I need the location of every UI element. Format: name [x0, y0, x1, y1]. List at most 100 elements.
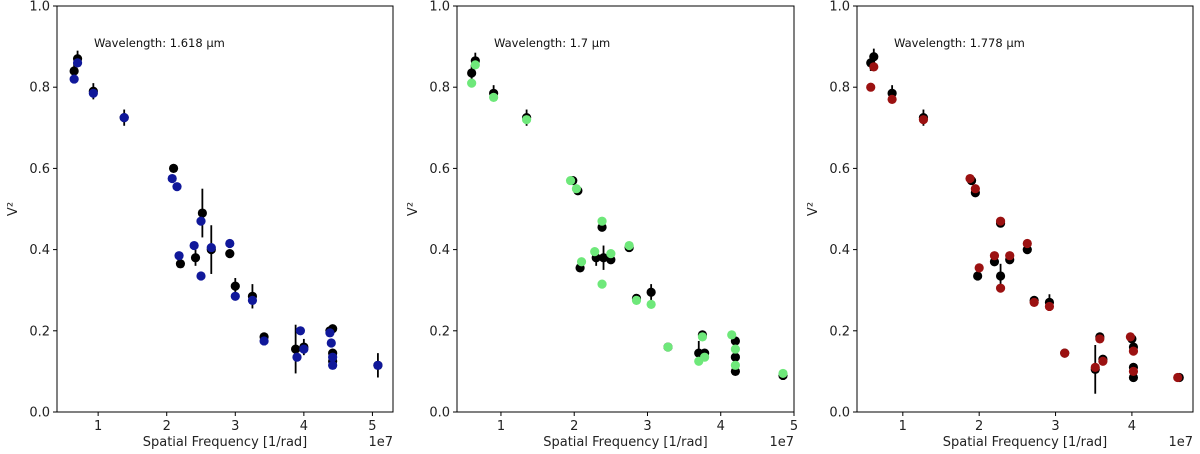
data-point-model [697, 332, 708, 342]
data-point-observed [973, 271, 983, 281]
wavelength-annotation: Wavelength: 1.618 μm [94, 36, 225, 50]
y-tick-label: 0.6 [829, 162, 850, 177]
y-tick-label: 0.4 [829, 243, 850, 258]
x-axis-label: Spatial Frequency [1/rad] [543, 435, 708, 450]
data-point-observed [291, 344, 301, 354]
x-tick-label: 3 [1051, 419, 1059, 434]
data-point-observed [168, 163, 179, 173]
x-tick-label: 1 [94, 419, 102, 434]
data-point-model [1128, 366, 1139, 376]
data-point-model [631, 295, 642, 305]
data-point-model [328, 352, 338, 362]
y-tick-label: 0.2 [829, 324, 850, 339]
x-offset-label: 1e7 [1168, 435, 1193, 450]
data-point-model [1173, 372, 1183, 383]
y-tick-label: 0.0 [429, 406, 450, 421]
y-tick-label: 0.8 [829, 81, 850, 96]
data-point-model [606, 249, 616, 259]
data-point-observed [598, 253, 609, 263]
chart-panel-1: 1 2 3 4 5 0.0 0.2 0.4 0.6 0.8 1.0 Spatial Frequency… [6, 0, 394, 450]
data-point-model [571, 184, 582, 194]
data-point-model [887, 94, 897, 104]
data-point-model [597, 216, 607, 226]
x-tick-label: 4 [717, 419, 725, 434]
data-point-model [373, 360, 383, 370]
x-tick-label: 1 [497, 419, 505, 434]
y-tick-label: 0.4 [29, 243, 50, 258]
data-point-model [196, 216, 206, 226]
data-point-model [1029, 297, 1039, 307]
data-point-model [989, 251, 1000, 261]
data-point-model [172, 182, 182, 192]
data-point-model [1125, 332, 1135, 342]
x-axis-label: Spatial Frequency [1/rad] [943, 435, 1108, 450]
x-tick-label: 2 [163, 419, 171, 434]
series-model [69, 58, 383, 370]
data-point-model [970, 184, 980, 194]
wavelength-annotation: Wavelength: 1.7 μm [494, 36, 610, 50]
data-point-model [866, 82, 876, 92]
x-tick-label: 4 [300, 419, 308, 434]
x-tick-label: 3 [643, 419, 651, 434]
data-point-observed [730, 352, 740, 362]
y-tick-label: 1.0 [29, 0, 50, 15]
plot-frame [56, 5, 394, 413]
data-point-model [1128, 346, 1139, 356]
y-tick-label: 1.0 [829, 0, 850, 15]
data-point-model [521, 115, 532, 125]
data-point-model [590, 247, 600, 257]
plot-frame [456, 5, 795, 413]
y-tick-label: 0.8 [29, 81, 50, 96]
x-offset-label: 1e7 [368, 435, 393, 450]
data-point-model [259, 336, 269, 346]
data-point-model [489, 92, 499, 102]
data-point-observed [190, 253, 201, 263]
data-point-model [1060, 348, 1070, 358]
chart-panel-2: 1 2 3 4 5 0.0 0.2 0.4 0.6 0.8 1.0 Spatial Frequency… [406, 0, 798, 450]
data-point-model [565, 175, 576, 186]
x-tick-label: 5 [790, 419, 798, 434]
data-point-model [119, 113, 129, 123]
data-point-observed [225, 249, 235, 259]
data-point-model [69, 74, 79, 84]
wavelength-annotation: Wavelength: 1.778 μm [894, 36, 1025, 50]
data-point-model [88, 88, 98, 98]
data-point-model [72, 58, 83, 68]
data-point-model [778, 368, 788, 379]
data-point-model [326, 338, 336, 348]
data-point-model [1090, 362, 1100, 372]
y-axis-label: V² [806, 202, 821, 216]
data-point-model [328, 360, 338, 370]
y-tick-label: 0.6 [29, 162, 50, 177]
data-point-model [1044, 301, 1055, 312]
chart-panel-3: 1 2 3 4 0.0 0.2 0.4 0.6 0.8 1.0 Spatial Frequency … [806, 0, 1194, 450]
data-point-model [918, 115, 929, 125]
x-tick-label: 1 [899, 419, 907, 434]
data-point-model [1005, 251, 1015, 261]
data-point-model [299, 344, 309, 354]
data-point-model [230, 291, 240, 301]
data-point-observed [467, 68, 477, 78]
data-point-model [646, 299, 656, 310]
data-point-model [206, 242, 216, 253]
data-point-model [730, 344, 740, 354]
data-point-model [470, 60, 480, 70]
y-axis-label: V² [406, 202, 421, 216]
data-point-model [292, 352, 302, 362]
x-tick-label: 5 [368, 419, 376, 434]
data-point-observed [69, 66, 79, 76]
x-offset-label: 1e7 [769, 435, 794, 450]
y-tick-label: 0.0 [29, 406, 50, 421]
data-point-model [325, 328, 335, 338]
data-point-model [196, 271, 206, 281]
data-point-model [663, 342, 673, 352]
data-point-model [700, 352, 710, 362]
data-point-model [597, 279, 607, 289]
data-point-model [174, 251, 184, 261]
series-model [866, 62, 1183, 383]
data-point-model [727, 330, 737, 340]
y-tick-label: 1.0 [429, 0, 450, 15]
data-point-model [995, 216, 1006, 226]
x-tick-label: 4 [1128, 419, 1136, 434]
